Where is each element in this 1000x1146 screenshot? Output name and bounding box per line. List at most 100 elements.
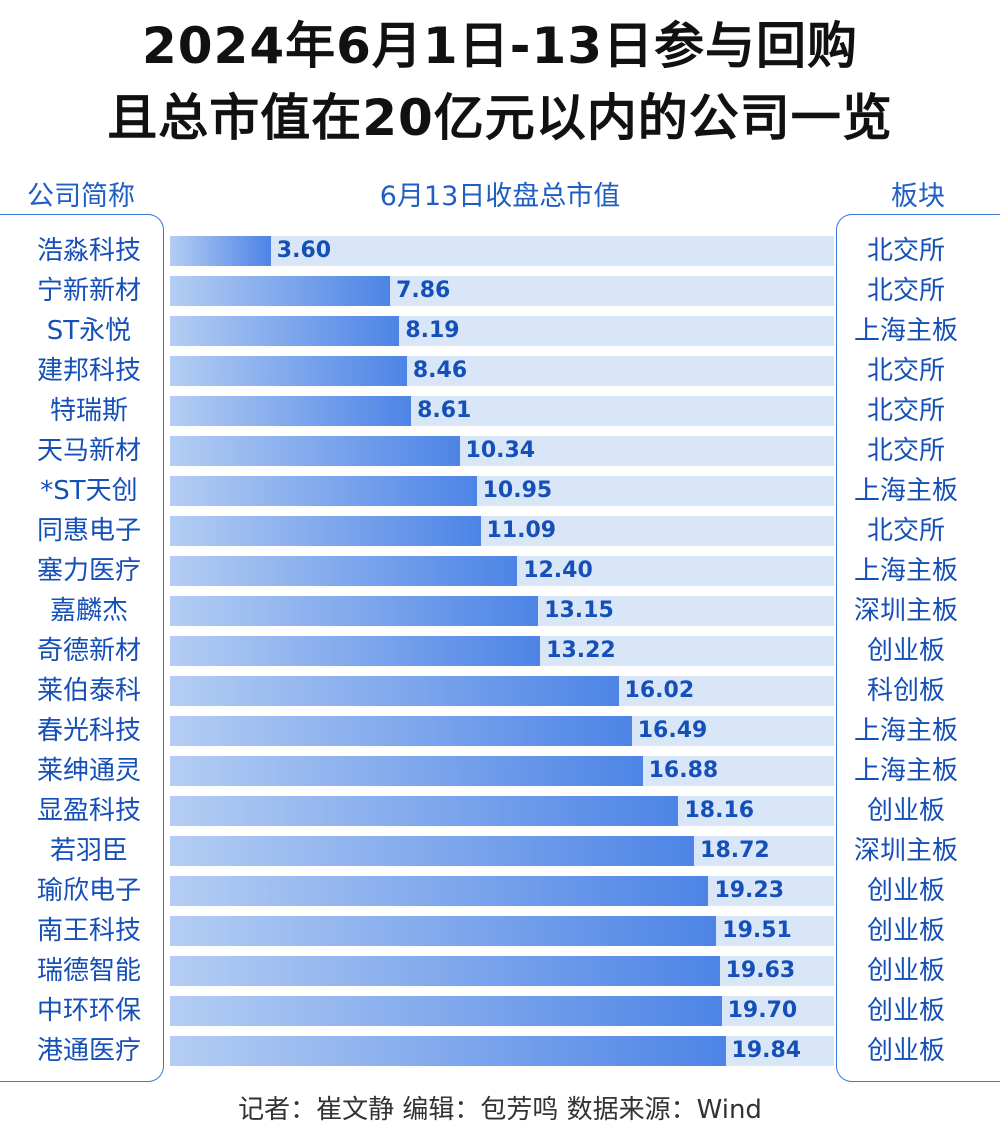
company-name-label: 南王科技 bbox=[36, 916, 141, 946]
board-label: 创业板 bbox=[866, 916, 945, 946]
company-name-label: 建邦科技 bbox=[36, 356, 141, 386]
bar-row: 18.72 若羽臣 深圳主板 bbox=[0, 831, 1000, 871]
bar-row: 8.46 建邦科技 北交所 bbox=[0, 351, 1000, 391]
bar-row: 8.19 ST永悦 上海主板 bbox=[0, 311, 1000, 351]
chart-title-line2: 且总市值在20亿元以内的公司一览 bbox=[107, 89, 893, 147]
column-header-board: 板块 bbox=[891, 181, 945, 212]
bar bbox=[170, 756, 643, 786]
bar-value-label: 16.88 bbox=[648, 758, 719, 783]
bar-row: 13.22 奇德新材 创业板 bbox=[0, 631, 1000, 671]
board-panel bbox=[836, 214, 1000, 1082]
company-name-label: 莱伯泰科 bbox=[36, 676, 141, 706]
bar bbox=[170, 596, 539, 626]
bar bbox=[170, 996, 722, 1026]
company-name-label: 瑞德智能 bbox=[36, 956, 141, 986]
board-label: 北交所 bbox=[866, 236, 945, 266]
bar-value-label: 13.15 bbox=[544, 598, 614, 623]
company-name-label: 嘉麟杰 bbox=[49, 596, 128, 626]
company-name-panel bbox=[0, 214, 164, 1082]
board-label: 上海主板 bbox=[853, 756, 958, 786]
bar-row: 19.23 瑜欣电子 创业板 bbox=[0, 871, 1000, 911]
bar bbox=[170, 956, 720, 986]
bar-row: 16.49 春光科技 上海主板 bbox=[0, 711, 1000, 751]
bar bbox=[170, 716, 632, 746]
company-name-label: 浩淼科技 bbox=[36, 236, 141, 266]
board-label: 上海主板 bbox=[853, 316, 958, 346]
company-name-label: 天马新材 bbox=[36, 436, 141, 466]
board-label: 创业板 bbox=[866, 956, 945, 986]
bar bbox=[170, 556, 518, 586]
bar bbox=[170, 796, 679, 826]
company-name-label: 瑜欣电子 bbox=[36, 876, 141, 906]
bar-row: 16.88 莱绅通灵 上海主板 bbox=[0, 751, 1000, 791]
bar bbox=[170, 316, 400, 346]
bar bbox=[170, 676, 619, 706]
company-name-label: 中环环保 bbox=[36, 996, 141, 1026]
board-label: 创业板 bbox=[866, 796, 945, 826]
bar bbox=[170, 636, 541, 666]
company-name-label: 特瑞斯 bbox=[49, 396, 128, 426]
bar-value-label: 19.84 bbox=[731, 1038, 802, 1063]
bar-value-label: 10.95 bbox=[482, 478, 553, 503]
bar-row: 19.84 港通医疗 创业板 bbox=[0, 1031, 1000, 1071]
bar-row: 11.09 同惠电子 北交所 bbox=[0, 511, 1000, 551]
board-label: 上海主板 bbox=[853, 476, 958, 506]
bar bbox=[170, 236, 271, 266]
bar-row: 13.15 嘉麟杰 深圳主板 bbox=[0, 591, 1000, 631]
board-label: 创业板 bbox=[866, 636, 945, 666]
bar-value-label: 8.19 bbox=[405, 318, 460, 343]
footer-credits: 记者：崔文静 编辑：包芳鸣 数据来源：Wind bbox=[238, 1095, 762, 1125]
bar-value-label: 3.60 bbox=[276, 238, 332, 263]
company-name-label: 同惠电子 bbox=[36, 516, 141, 546]
company-name-label: 莱绅通灵 bbox=[36, 756, 141, 786]
company-name-label: 港通医疗 bbox=[36, 1036, 141, 1066]
board-label: 北交所 bbox=[866, 516, 945, 546]
bar-value-label: 13.22 bbox=[546, 638, 616, 663]
bar-value-label: 19.51 bbox=[722, 918, 792, 943]
company-name-label: 奇德新材 bbox=[36, 636, 141, 666]
bar-row: 3.60 浩淼科技 北交所 bbox=[0, 231, 1000, 271]
bar bbox=[170, 836, 695, 866]
bar-value-label: 10.34 bbox=[465, 438, 536, 463]
bar bbox=[170, 876, 709, 906]
bar-value-label: 19.63 bbox=[725, 958, 796, 983]
bar-row: 19.63 瑞德智能 创业板 bbox=[0, 951, 1000, 991]
bar-row: 7.86 宁新新材 北交所 bbox=[0, 271, 1000, 311]
company-name-label: 若羽臣 bbox=[49, 836, 128, 866]
bar-value-label: 19.70 bbox=[727, 998, 798, 1023]
bar bbox=[170, 476, 477, 506]
bar-value-label: 16.02 bbox=[624, 678, 695, 703]
bar-row: 12.40 塞力医疗 上海主板 bbox=[0, 551, 1000, 591]
bar bbox=[170, 396, 412, 426]
bar bbox=[170, 916, 717, 946]
bar-value-label: 16.49 bbox=[637, 718, 708, 743]
column-header-market-value: 6月13日收盘总市值 bbox=[379, 181, 621, 212]
bar bbox=[170, 516, 481, 546]
board-label: 科创板 bbox=[866, 676, 945, 706]
bar-row: 19.51 南王科技 创业板 bbox=[0, 911, 1000, 951]
board-label: 北交所 bbox=[866, 356, 945, 386]
company-name-label: 显盈科技 bbox=[36, 796, 141, 826]
bar-row: 10.95 *ST天创 上海主板 bbox=[0, 471, 1000, 511]
board-label: 深圳主板 bbox=[853, 836, 958, 866]
bar-row: 8.61 特瑞斯 北交所 bbox=[0, 391, 1000, 431]
company-name-label: 塞力医疗 bbox=[36, 556, 141, 586]
bar-row: 19.70 中环环保 创业板 bbox=[0, 991, 1000, 1031]
board-label: 北交所 bbox=[866, 276, 945, 306]
board-label: 创业板 bbox=[866, 1036, 945, 1066]
bar bbox=[170, 1036, 726, 1066]
bar-value-label: 18.16 bbox=[684, 798, 755, 823]
bar-value-label: 19.23 bbox=[714, 878, 785, 903]
board-label: 北交所 bbox=[866, 436, 945, 466]
company-name-label: *ST天创 bbox=[40, 476, 138, 506]
board-label: 北交所 bbox=[866, 396, 945, 426]
bar bbox=[170, 436, 460, 466]
board-label: 上海主板 bbox=[853, 556, 958, 586]
board-label: 深圳主板 bbox=[853, 596, 958, 626]
bar-value-label: 12.40 bbox=[523, 558, 593, 583]
bar-row: 18.16 显盈科技 创业板 bbox=[0, 791, 1000, 831]
bar bbox=[170, 356, 407, 386]
bar-row: 10.34 天马新材 北交所 bbox=[0, 431, 1000, 471]
chart-title-line1: 2024年6月1日-13日参与回购 bbox=[141, 17, 859, 75]
bar bbox=[170, 276, 391, 306]
